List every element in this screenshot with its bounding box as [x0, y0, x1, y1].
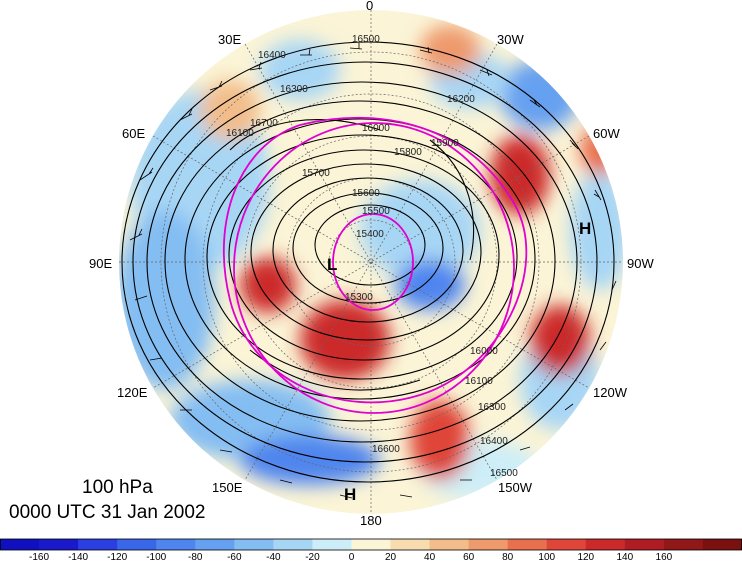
thickness-line-middle	[233, 122, 515, 414]
colorbar-swatch	[468, 539, 509, 550]
lon-label-120e: 120E	[117, 385, 148, 400]
colorbar-tick-label: 100	[538, 552, 555, 561]
contour-label: 16300	[280, 84, 308, 95]
contour-label: 15700	[302, 168, 330, 179]
colorbar-tick-label: -160	[29, 552, 49, 561]
contour-label: 15600	[352, 188, 380, 199]
lon-label-90w: 90W	[627, 256, 654, 271]
colorbar-tick-label: 0	[349, 552, 355, 561]
colorbar-tick-label: 140	[616, 552, 633, 561]
anomaly-field	[119, 10, 623, 514]
colorbar-tick-label: -80	[188, 552, 203, 561]
colorbar-swatch	[117, 539, 157, 550]
colorbar-tick-label: 20	[385, 552, 397, 561]
lon-label-90e: 90E	[89, 256, 112, 271]
contour-label: 15800	[394, 147, 422, 158]
high-pressure-marker-bottom: H	[344, 485, 356, 504]
contour-label: 15500	[362, 206, 390, 217]
colorbar-tick-label: -40	[266, 552, 281, 561]
colorbar-swatch	[156, 539, 196, 550]
contour-label: 16400	[480, 436, 508, 447]
colorbar-tick-label: 80	[502, 552, 514, 561]
contour-label: 16100	[226, 128, 254, 139]
colorbar-swatch	[195, 539, 235, 550]
contour-label: 16500	[352, 34, 380, 45]
contour-label: 16000	[470, 346, 498, 357]
contour-labels: 16500 16400 16300 16200 16100 16000 1590…	[226, 34, 518, 479]
lon-label-30e: 30E	[218, 32, 241, 47]
colorbar-swatch	[234, 539, 274, 550]
lon-label-60w: 60W	[593, 126, 620, 141]
thickness-line-inner	[332, 213, 414, 311]
contour-label: 16100	[465, 376, 493, 387]
contour-label: 16500	[490, 468, 518, 479]
contour-label: 16600	[372, 444, 400, 455]
high-pressure-marker-right: H	[579, 219, 591, 238]
contour-label: 16400	[258, 50, 286, 61]
colorbar-swatch	[78, 539, 118, 550]
graticule	[119, 10, 623, 514]
colorbar-tick-label: -140	[68, 552, 88, 561]
colorbar-swatch	[585, 539, 626, 550]
thickness-lines	[222, 116, 528, 414]
lon-label-180: 180	[360, 513, 382, 528]
colorbar-swatch	[0, 539, 40, 550]
colorbar-tick-label: 40	[424, 552, 436, 561]
colorbar-swatch	[351, 539, 392, 550]
colorbar-swatch	[624, 539, 665, 550]
colorbar-tick-label: -60	[227, 552, 242, 561]
colorbar-swatch	[663, 539, 704, 550]
thickness-line-outer	[222, 116, 528, 404]
level-caption: 100 hPa	[82, 477, 153, 498]
colorbar-swatch	[312, 539, 352, 550]
colorbar-tick-label: -120	[107, 552, 127, 561]
colorbar-swatch	[429, 539, 470, 550]
colorbar-swatch	[39, 539, 79, 550]
colorbar-swatch	[546, 539, 587, 550]
contour-label: 15300	[345, 292, 373, 303]
low-pressure-marker: L	[327, 255, 337, 274]
longitude-labels: 0 30W 60W 90W 120W 150W 180 150E 120E 90…	[89, 0, 654, 528]
colorbar-tick-label: -100	[146, 552, 166, 561]
colorbar: -160 -140 -120 -100 -80 -60 -40 -20 0 20 40 60 80 100…	[0, 538, 742, 561]
lon-label-120w: 120W	[593, 385, 628, 400]
colorbar-swatch	[507, 539, 548, 550]
contour-label: 16200	[447, 94, 475, 105]
contour-label: 16700	[250, 118, 278, 129]
contour-label: 15900	[431, 138, 459, 149]
colorbar-swatch	[273, 539, 313, 550]
colorbar-tick-label: 60	[463, 552, 475, 561]
height-contours	[121, 41, 615, 483]
lon-label-30w: 30W	[497, 32, 524, 47]
colorbar-swatch	[702, 539, 742, 550]
lon-label-0: 0	[366, 0, 373, 13]
contour-label: 16000	[362, 123, 390, 134]
colorbar-tick-label: 160	[656, 552, 673, 561]
lon-label-150e: 150E	[212, 480, 243, 495]
wind-barbs	[129, 43, 617, 499]
colorbar-tick-label: -20	[305, 552, 320, 561]
colorbar-swatch	[390, 539, 431, 550]
contour-label: 16300	[478, 402, 506, 413]
lon-label-60e: 60E	[122, 126, 145, 141]
lon-label-150w: 150W	[498, 480, 533, 495]
colorbar-tick-label: 120	[577, 552, 594, 561]
time-caption: 0000 UTC 31 Jan 2002	[9, 502, 205, 523]
contour-label: 15400	[356, 229, 384, 240]
